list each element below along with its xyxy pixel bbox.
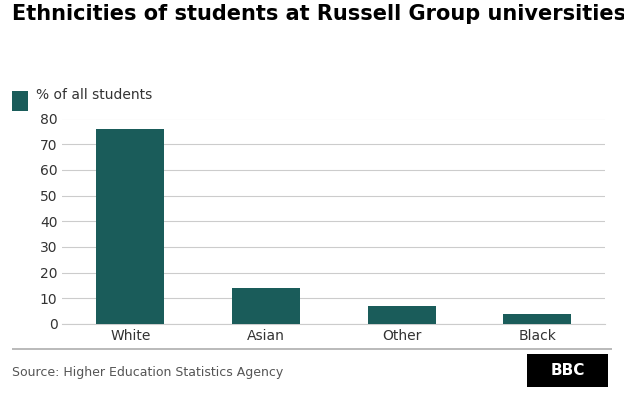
Text: % of all students: % of all students [36,88,152,102]
Text: BBC: BBC [550,363,585,378]
Bar [232,288,300,324]
Bar [504,314,572,324]
Text: Ethnicities of students at Russell Group universities: Ethnicities of students at Russell Group… [12,4,624,24]
Bar [368,306,436,324]
Bar [96,129,164,324]
Text: Source: Higher Education Statistics Agency: Source: Higher Education Statistics Agen… [12,366,284,379]
